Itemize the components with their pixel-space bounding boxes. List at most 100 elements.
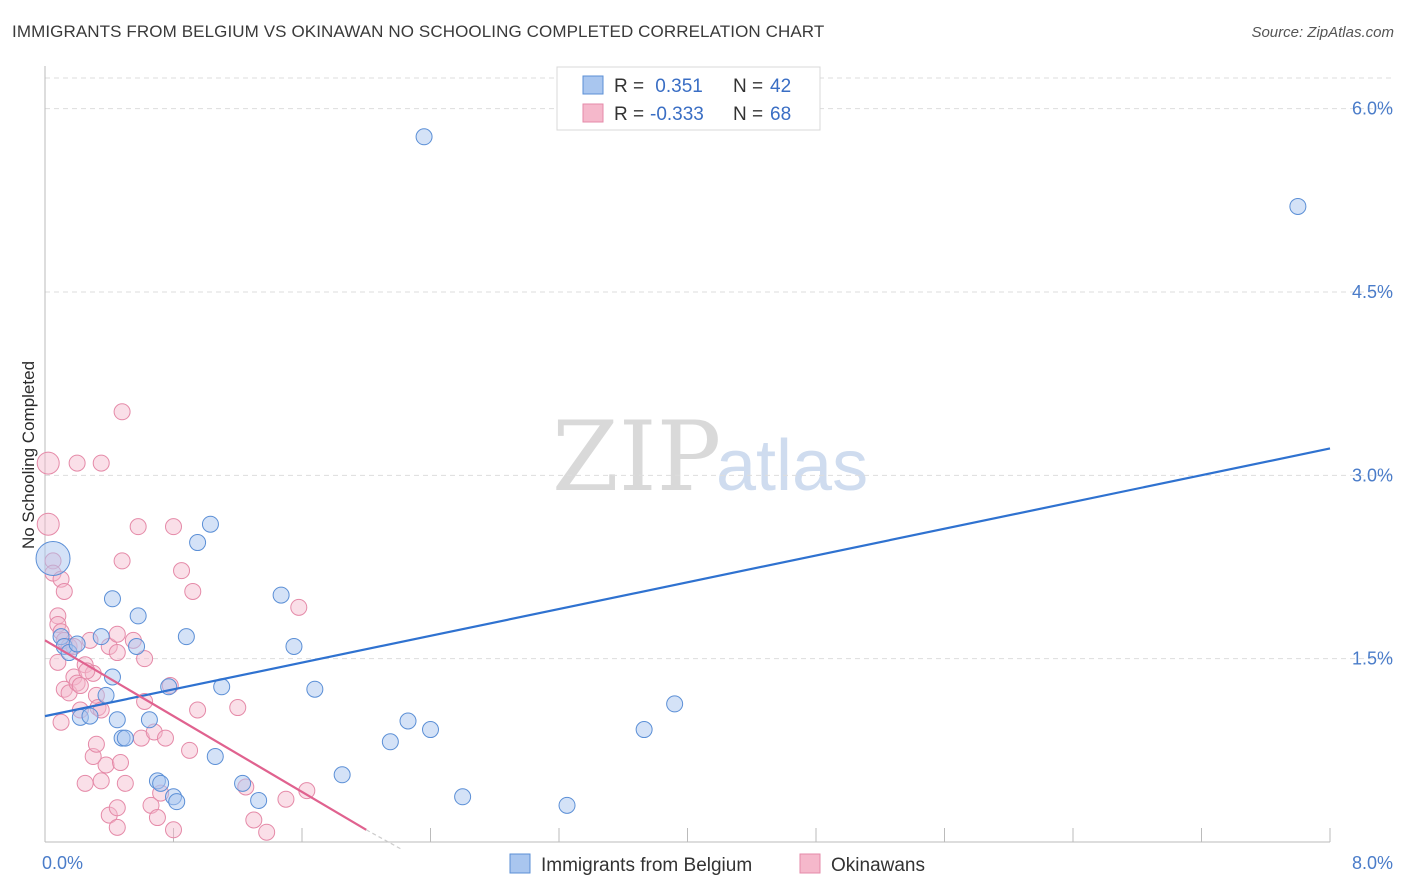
belgium-point: [422, 721, 439, 739]
okinawans-point: [92, 772, 110, 790]
tick-labels: 1.5% 3.0% 4.5% 6.0% 0.0% 8.0%: [42, 99, 1393, 873]
belgium-point: [234, 774, 252, 792]
legend-r-label-2: R =: [614, 104, 644, 125]
belgium-point: [454, 788, 472, 806]
legend-n-label-1: N =: [733, 76, 763, 97]
belgium-points: [35, 128, 1307, 814]
belgium-point: [333, 766, 351, 784]
okinawans-point: [189, 701, 207, 719]
okinawans-point: [136, 650, 154, 668]
series-swatch-okinawans: [799, 853, 821, 874]
belgium-point: [285, 637, 303, 655]
okinawans-point: [173, 562, 191, 580]
okinawans-point: [68, 454, 86, 472]
okinawans-point: [129, 518, 147, 536]
belgium-point: [116, 729, 134, 747]
series-swatch-belgium: [509, 853, 531, 874]
belgium-point: [306, 680, 324, 698]
okinawans-point: [245, 811, 263, 829]
okinawans-point: [49, 607, 67, 625]
belgium-point: [177, 628, 195, 646]
okinawans-point: [36, 451, 60, 475]
belgium-point: [103, 590, 121, 608]
okinawans-point: [113, 403, 131, 421]
okinawans-point: [116, 774, 134, 792]
belgium-point: [189, 534, 207, 552]
series-label-okinawans: Okinawans: [831, 855, 925, 876]
belgium-point: [92, 628, 110, 646]
belgium-point: [108, 711, 126, 729]
belgium-point: [250, 791, 268, 809]
y-tick-label-1: 3.0%: [1352, 465, 1393, 485]
okinawans-point: [108, 818, 126, 836]
watermark-atlas: atlas: [716, 426, 868, 506]
belgium-point: [128, 637, 146, 655]
belgium-point: [152, 774, 170, 792]
okinawans-point: [165, 518, 182, 536]
legend-n-label-2: N =: [733, 104, 763, 125]
legend-r-label-1: R =: [614, 76, 644, 97]
okinawans-point: [111, 754, 129, 772]
belgium-trend-line: [44, 447, 1331, 718]
belgium-point: [415, 128, 433, 146]
legend-swatch-pink: [582, 103, 604, 123]
trend-lines: [44, 447, 1331, 850]
legend-r-value-2: -0.333: [650, 104, 704, 125]
okinawans-point: [108, 625, 126, 643]
belgium-point: [168, 793, 186, 811]
belgium-point: [140, 711, 158, 729]
legend-r-value-1: 0.351: [650, 76, 703, 97]
chart-title: IMMIGRANTS FROM BELGIUM VS OKINAWAN NO S…: [12, 22, 825, 41]
series-label-belgium: Immigrants from Belgium: [541, 855, 752, 876]
okinawans-point: [113, 552, 131, 570]
belgium-point: [206, 747, 224, 765]
belgium-point: [1289, 197, 1307, 215]
stats-legend: R = 0.351 N = 42 R = -0.333 N = 68: [556, 66, 821, 131]
okinawans-point: [181, 741, 199, 759]
okinawans-point: [52, 713, 70, 731]
source-label: Source: ZipAtlas.com: [1251, 24, 1394, 41]
y-tick-label-3: 6.0%: [1352, 99, 1393, 119]
legend-n-value-1: 42: [770, 76, 791, 97]
legend-n-value-2: 68: [770, 104, 791, 125]
y-tick-label-0: 1.5%: [1352, 649, 1393, 669]
okinawans-point: [277, 790, 295, 808]
okinawans-point: [49, 653, 67, 671]
okinawans-point: [184, 582, 202, 600]
okinawans-point: [92, 454, 110, 472]
okinawans-point: [36, 512, 60, 536]
okinawans-point: [76, 774, 94, 792]
okinawans-point: [55, 582, 73, 600]
okinawans-point: [229, 699, 247, 717]
belgium-point: [68, 635, 86, 653]
okinawans-point: [290, 598, 308, 616]
y-tick-label-2: 4.5%: [1352, 282, 1393, 302]
belgium-point: [635, 721, 653, 739]
watermark-zip: ZIP: [552, 401, 721, 513]
okinawans-trend-extension: [365, 829, 402, 850]
belgium-point: [129, 607, 147, 625]
okinawans-point: [68, 674, 86, 692]
belgium-point: [558, 796, 576, 814]
belgium-point: [103, 668, 121, 686]
belgium-point: [272, 586, 290, 604]
okinawans-point: [258, 823, 276, 841]
okinawans-point: [165, 821, 182, 839]
belgium-point: [399, 712, 417, 730]
okinawans-point: [108, 644, 126, 662]
belgium-point: [35, 540, 71, 576]
x-tick-label-0: 0.0%: [42, 853, 83, 873]
okinawans-point: [156, 729, 174, 747]
axes: [44, 66, 1331, 843]
grid: [45, 77, 1392, 660]
okinawans-point: [148, 809, 166, 827]
series-legend: Immigrants from Belgium Okinawans: [509, 853, 925, 876]
belgium-point: [81, 707, 99, 725]
belgium-point: [666, 695, 684, 713]
belgium-point: [201, 515, 219, 533]
okinawans-point: [71, 677, 89, 695]
x-tick-label-1: 8.0%: [1352, 853, 1393, 873]
belgium-point: [381, 733, 399, 751]
okinawans-point: [108, 799, 126, 817]
okinawans-point: [97, 756, 115, 774]
